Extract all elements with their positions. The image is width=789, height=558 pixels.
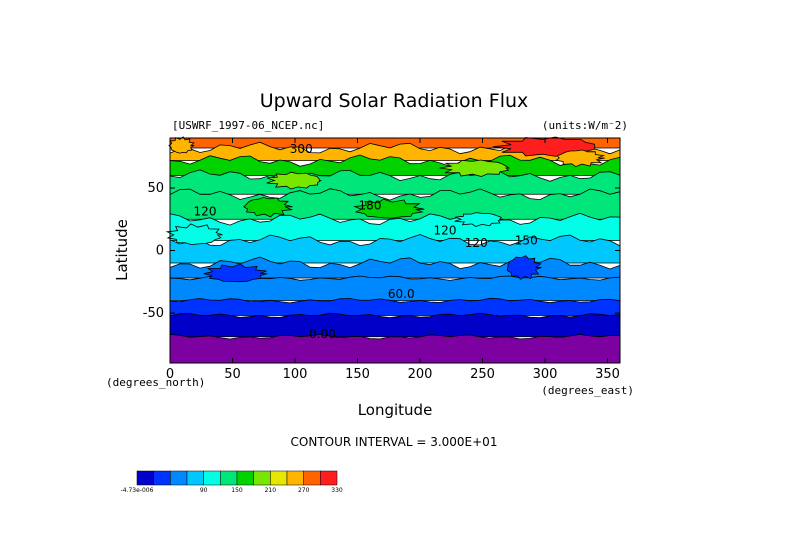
x-tick-label: 350 xyxy=(595,367,620,382)
contour-label: 120 xyxy=(194,205,217,219)
colorbar-tick-label: 270 xyxy=(298,487,310,494)
x-axis-label: Longitude xyxy=(358,401,433,419)
colorbar-tick-label: 150 xyxy=(231,487,243,494)
file-label: [USWRF_1997-06_NCEP.nc] xyxy=(172,119,324,132)
y-axis-label: Latitude xyxy=(113,219,131,281)
colorbar-swatch xyxy=(303,470,321,486)
x-axis-ticks: 0 50 100 150 200 250 300 350 xyxy=(166,138,620,382)
y-tick-label: 50 xyxy=(147,181,164,196)
contour-label: 120 xyxy=(465,236,488,250)
contour-label: 150 xyxy=(515,233,538,247)
latitude-band xyxy=(169,234,621,264)
x-tick-label: 100 xyxy=(283,367,308,382)
contour-label: 180 xyxy=(359,198,382,212)
colorbar-swatch xyxy=(320,470,338,486)
chart-title: Upward Solar Radiation Flux xyxy=(260,90,529,112)
x-tick-label: 200 xyxy=(408,367,433,382)
latitude-band xyxy=(169,312,621,338)
colorbar-swatch xyxy=(203,470,221,486)
colorbar-tick-label: 210 xyxy=(265,487,277,494)
colorbar-swatch xyxy=(136,470,154,486)
y-tick-label: 0 xyxy=(156,244,164,259)
contour-patch xyxy=(454,212,504,227)
units-label: (units:W/m⁻2) xyxy=(542,119,628,132)
x-unit-label: (degrees_east) xyxy=(541,384,634,397)
colorbar-swatch xyxy=(270,470,288,486)
colorbar-swatch xyxy=(236,470,254,486)
contour-interval-label: CONTOUR INTERVAL = 3.000E+01 xyxy=(291,435,498,449)
colorbar-swatch xyxy=(153,470,171,486)
contour-patch xyxy=(353,198,425,219)
contour-patch xyxy=(506,255,542,280)
contour-patch xyxy=(439,159,511,177)
colorbar-tick-label: 90 xyxy=(200,487,208,494)
y-unit-label: (degrees_north) xyxy=(106,376,205,389)
latitude-band xyxy=(169,297,621,316)
colorbar-swatch xyxy=(253,470,271,486)
x-tick-label: 50 xyxy=(224,367,241,382)
latitude-band xyxy=(169,212,621,241)
contour-patch xyxy=(555,149,606,168)
latitude-band xyxy=(169,334,621,364)
colorbar-swatch xyxy=(186,470,204,486)
x-tick-label: 0 xyxy=(166,367,174,382)
contour-patch xyxy=(266,171,322,190)
x-tick-label: 250 xyxy=(470,367,495,382)
contour-labels: 300 120 180 120 120 150 60.0 0.00 xyxy=(194,142,538,341)
contour-label: 0.00 xyxy=(309,327,336,341)
contour-patch xyxy=(203,263,268,283)
x-tick-label: 300 xyxy=(533,367,558,382)
contour-label: 120 xyxy=(434,223,457,237)
colorbar-swatch xyxy=(170,470,188,486)
x-tick-label: 150 xyxy=(345,367,370,382)
colorbar-swatch xyxy=(286,470,304,486)
y-tick-label: -50 xyxy=(143,306,164,321)
latitude-band xyxy=(169,256,621,279)
colorbar-tick-label: 330 xyxy=(331,487,343,494)
colorbar-tick-label: -4.73e-006 xyxy=(121,487,154,494)
contour-label: 60.0 xyxy=(388,287,415,301)
latitude-band xyxy=(169,169,621,195)
contour-patch xyxy=(243,197,294,218)
y-axis-ticks: -50 0 50 xyxy=(143,181,620,321)
plot-area xyxy=(165,136,621,364)
colorbar: -4.73e-006 90 150 210 270 330 xyxy=(121,470,343,494)
colorbar-swatch xyxy=(220,470,238,486)
contour-label: 300 xyxy=(290,142,313,156)
